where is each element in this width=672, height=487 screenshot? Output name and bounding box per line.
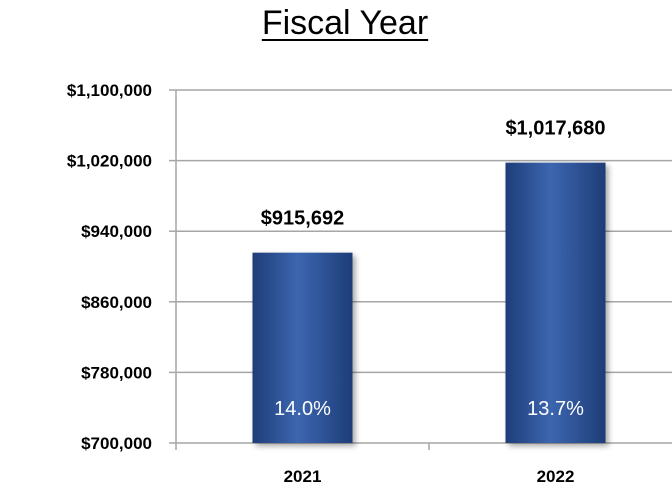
- x-tick-label: 2022: [537, 467, 575, 486]
- bar-2022: [505, 162, 606, 443]
- y-tick-label: $940,000: [81, 222, 152, 241]
- value-label: $915,692: [261, 208, 344, 230]
- y-tick-label: $700,000: [81, 434, 152, 453]
- chart-title: Fiscal Year: [261, 4, 429, 42]
- labels: $700,000 $780,000 $860,000 $940,000 $1,020,0…: [67, 81, 606, 486]
- x-tick-label: 2021: [284, 467, 322, 486]
- percent-label: 14.0%: [274, 398, 331, 420]
- bar-2021: [252, 252, 353, 443]
- y-tick-label: $1,020,000: [67, 152, 152, 171]
- y-tick-label: $860,000: [81, 293, 152, 312]
- y-tick-label: $780,000: [81, 363, 152, 382]
- y-tick-label: $1,100,000: [67, 81, 152, 100]
- percent-label: 13.7%: [527, 398, 584, 420]
- value-label: $1,017,680: [505, 118, 605, 140]
- bars: [252, 162, 606, 443]
